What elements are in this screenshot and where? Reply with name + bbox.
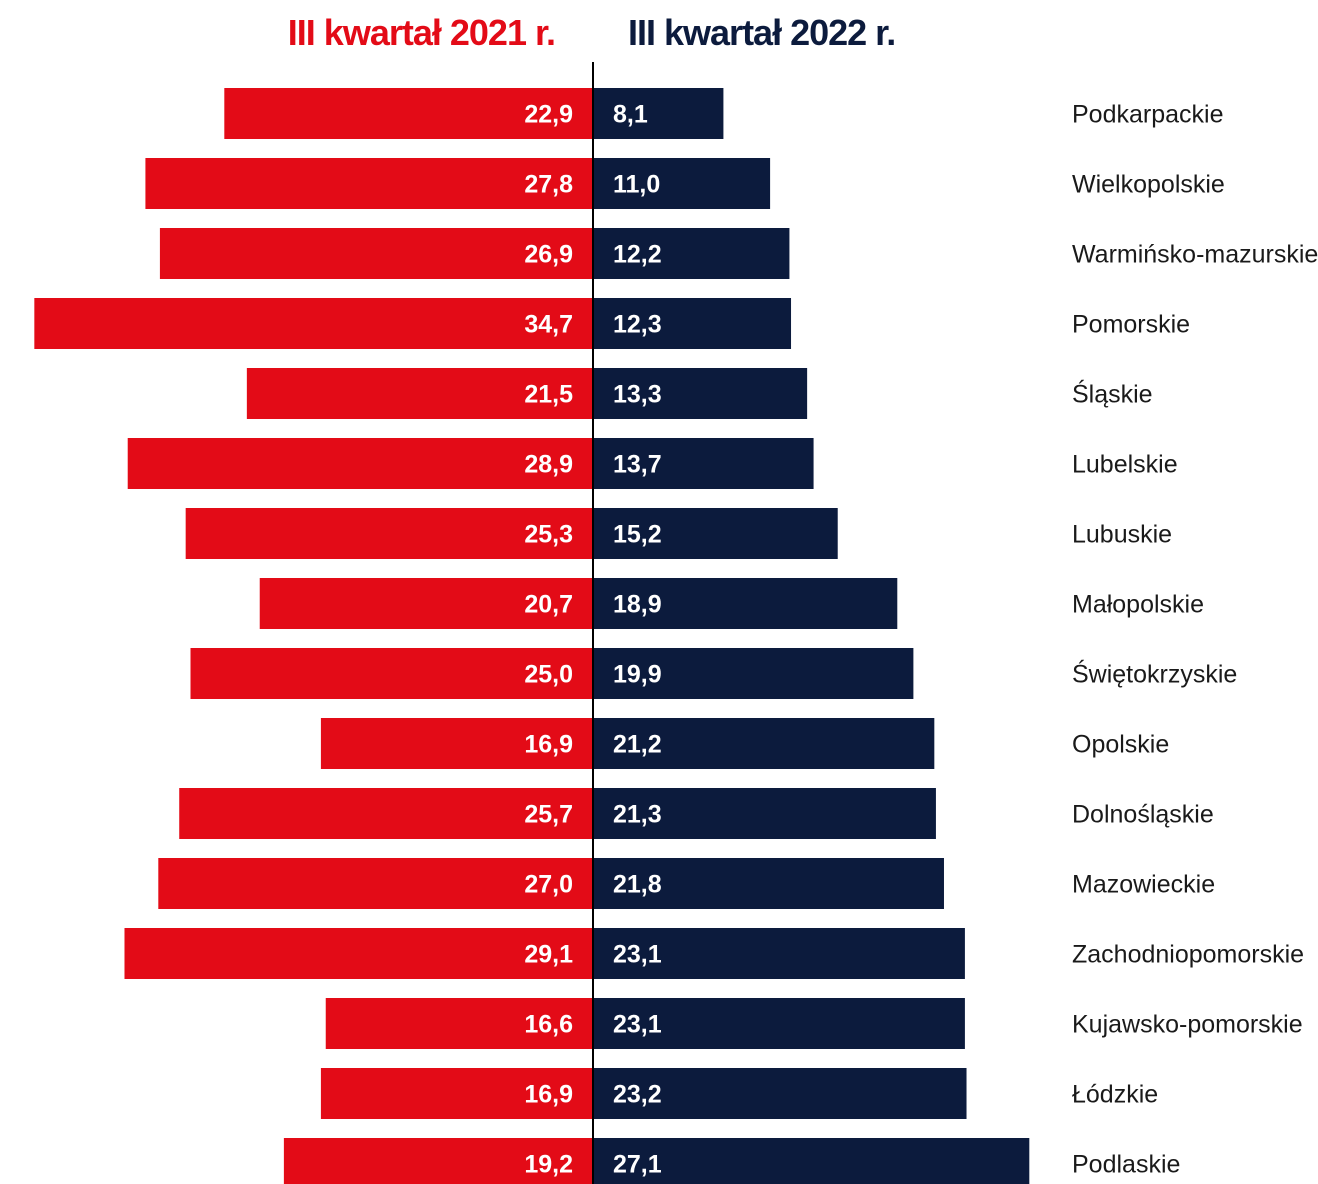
value-label-2022-8: 19,9 bbox=[613, 661, 662, 689]
value-label-2021-1: 27,8 bbox=[524, 171, 573, 199]
bar-2021-14 bbox=[320, 1068, 593, 1119]
value-label-2021-12: 29,1 bbox=[524, 941, 573, 969]
category-label-6: Lubuskie bbox=[1072, 521, 1172, 549]
value-label-2022-13: 23,1 bbox=[613, 1011, 662, 1039]
category-label-12: Zachodniopomorskie bbox=[1072, 941, 1304, 969]
bar-2021-5 bbox=[127, 438, 594, 489]
category-label-13: Kujawsko-pomorskie bbox=[1072, 1011, 1303, 1039]
category-label-3: Pomorskie bbox=[1072, 311, 1190, 339]
category-label-5: Lubelskie bbox=[1072, 451, 1178, 479]
bar-2021-8 bbox=[190, 648, 593, 699]
category-label-11: Mazowieckie bbox=[1072, 871, 1215, 899]
series-header-2022: III kwartał 2022 r. bbox=[628, 12, 896, 53]
value-label-2021-10: 25,7 bbox=[524, 801, 573, 829]
value-label-2021-13: 16,6 bbox=[524, 1011, 573, 1039]
value-label-2021-5: 28,9 bbox=[524, 451, 573, 479]
bar-2022-3 bbox=[593, 298, 792, 349]
value-label-2022-7: 18,9 bbox=[613, 591, 662, 619]
value-label-2021-7: 20,7 bbox=[524, 591, 573, 619]
value-label-2021-4: 21,5 bbox=[524, 381, 573, 409]
bar-2022-0 bbox=[593, 88, 724, 139]
value-label-2022-1: 11,0 bbox=[613, 171, 660, 199]
value-label-2021-8: 25,0 bbox=[524, 661, 573, 689]
bar-2022-1 bbox=[593, 158, 771, 209]
bar-2022-2 bbox=[593, 228, 790, 279]
bar-2022-10 bbox=[593, 788, 936, 839]
value-label-2021-11: 27,0 bbox=[524, 871, 573, 899]
category-label-9: Opolskie bbox=[1072, 731, 1169, 759]
bar-2022-11 bbox=[593, 858, 944, 909]
value-label-2021-0: 22,9 bbox=[524, 101, 573, 129]
value-label-2021-9: 16,9 bbox=[524, 731, 573, 759]
value-label-2022-12: 23,1 bbox=[613, 941, 662, 969]
bar-2021-9 bbox=[320, 718, 593, 769]
bar-2022-14 bbox=[593, 1068, 967, 1119]
category-label-14: Łódzkie bbox=[1072, 1081, 1158, 1109]
value-label-2022-14: 23,2 bbox=[613, 1081, 662, 1109]
value-label-2021-2: 26,9 bbox=[524, 241, 573, 269]
value-label-2022-10: 21,3 bbox=[613, 801, 662, 829]
value-label-2021-6: 25,3 bbox=[524, 521, 573, 549]
category-label-15: Podlaskie bbox=[1072, 1151, 1180, 1179]
bar-2022-5 bbox=[593, 438, 814, 489]
bar-2021-10 bbox=[179, 788, 594, 839]
bar-2021-15 bbox=[283, 1138, 593, 1184]
value-label-2022-2: 12,2 bbox=[613, 241, 662, 269]
bar-2022-9 bbox=[593, 718, 935, 769]
bar-2021-4 bbox=[246, 368, 593, 419]
bar-2022-8 bbox=[593, 648, 914, 699]
value-label-2022-4: 13,3 bbox=[613, 381, 662, 409]
value-label-2022-9: 21,2 bbox=[613, 731, 662, 759]
bar-2021-13 bbox=[325, 998, 593, 1049]
value-label-2022-5: 13,7 bbox=[613, 451, 662, 479]
bar-2021-0 bbox=[224, 88, 593, 139]
category-label-1: Wielkopolskie bbox=[1072, 171, 1225, 199]
value-label-2022-15: 27,1 bbox=[613, 1151, 662, 1179]
bar-2022-7 bbox=[593, 578, 898, 629]
series-header-2021: III kwartał 2021 r. bbox=[287, 12, 556, 53]
bar-2021-3 bbox=[34, 298, 593, 349]
value-label-2022-3: 12,3 bbox=[613, 311, 662, 339]
bar-2022-12 bbox=[593, 928, 965, 979]
category-label-2: Warmińsko-mazurskie bbox=[1072, 241, 1318, 269]
category-label-7: Małopolskie bbox=[1072, 591, 1204, 619]
bar-2022-15 bbox=[593, 1138, 1030, 1184]
value-label-2021-15: 19,2 bbox=[524, 1151, 573, 1179]
value-label-2022-6: 15,2 bbox=[613, 521, 662, 549]
value-label-2021-14: 16,9 bbox=[524, 1081, 573, 1109]
bar-2021-2 bbox=[159, 228, 593, 279]
category-label-8: Świętokrzyskie bbox=[1072, 659, 1237, 689]
category-label-4: Śląskie bbox=[1072, 379, 1153, 409]
bar-2021-11 bbox=[158, 858, 594, 909]
value-label-2022-0: 8,1 bbox=[613, 101, 648, 129]
bar-2022-13 bbox=[593, 998, 965, 1049]
bar-2021-7 bbox=[259, 578, 593, 629]
bar-2021-12 bbox=[124, 928, 594, 979]
bar-2022-4 bbox=[593, 368, 808, 419]
category-label-0: Podkarpackie bbox=[1072, 101, 1223, 129]
bar-2021-1 bbox=[145, 158, 594, 209]
bar-2021-6 bbox=[185, 508, 594, 559]
category-label-10: Dolnośląskie bbox=[1072, 801, 1214, 829]
value-label-2022-11: 21,8 bbox=[613, 871, 662, 899]
value-label-2021-3: 34,7 bbox=[524, 311, 573, 339]
bar-2022-6 bbox=[593, 508, 838, 559]
